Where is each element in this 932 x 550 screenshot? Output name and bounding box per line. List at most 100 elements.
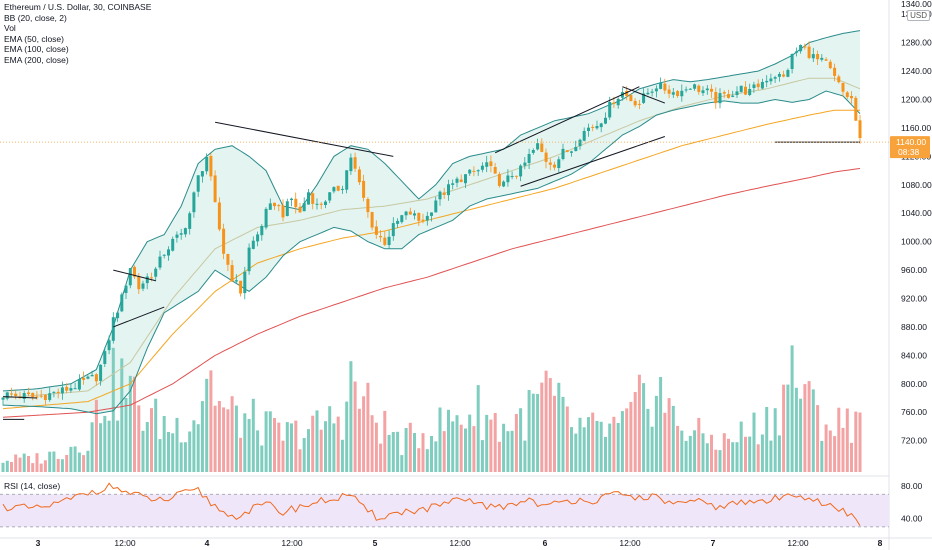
volume-bar [264, 411, 268, 472]
candle-body [120, 294, 124, 312]
volume-bar [379, 443, 383, 472]
volume-bar [154, 398, 158, 472]
volume-bar [697, 417, 701, 472]
volume-bar [374, 422, 378, 472]
volume-bar [400, 455, 404, 472]
candle-body [671, 92, 675, 95]
candle-body [22, 393, 26, 399]
time-tick-label: 8 [878, 538, 883, 548]
time-tick-label: 12:00 [619, 538, 641, 548]
volume-bar [599, 421, 603, 472]
volume-bar [408, 422, 412, 472]
candle-body [786, 70, 790, 77]
candle-body [90, 375, 94, 377]
volume-bar [362, 396, 366, 472]
trendline [215, 121, 394, 157]
volume-bar [200, 401, 204, 472]
volume-bar [60, 459, 64, 472]
volume-bar [345, 401, 349, 472]
volume-bar [514, 414, 518, 472]
volume-bar [328, 406, 332, 472]
candle-body [523, 162, 527, 166]
candle-body [374, 226, 378, 235]
candle-body [451, 183, 455, 185]
candle-body [336, 185, 340, 191]
volume-bar [141, 430, 145, 472]
currency-button[interactable]: USD [907, 10, 930, 21]
price-tick-label: 1160.00 [901, 123, 931, 133]
volume-bar [608, 423, 612, 472]
bollinger-fill [3, 30, 860, 414]
candle-body [578, 139, 582, 147]
volume-bar [765, 407, 769, 472]
volume-bar [773, 408, 777, 472]
price-tick-label: 920.00 [901, 294, 927, 304]
candle-body [612, 102, 616, 104]
symbol-title: Ethereum / U.S. Dollar, 30, COINBASE [4, 2, 152, 12]
volume-bar [222, 407, 226, 472]
volume-bar [234, 405, 238, 472]
candle-body [557, 159, 561, 168]
candle-body [5, 392, 9, 399]
trendline [113, 269, 156, 282]
volume-bar [497, 441, 501, 472]
volume-bar [650, 426, 654, 472]
volume-bar [73, 446, 77, 472]
volume-bar [175, 417, 179, 472]
candle-body [357, 169, 361, 183]
candle-body [480, 165, 484, 170]
volume-bar [688, 435, 692, 472]
volume-bar [824, 424, 828, 472]
volume-bar [663, 412, 667, 472]
candle-body [94, 374, 98, 382]
volume-bar [65, 455, 69, 472]
candle-body [599, 123, 603, 128]
candle-body [807, 46, 811, 58]
candle-body [472, 170, 476, 172]
volume-bar [383, 410, 387, 472]
volume-bar [464, 428, 467, 472]
candle-body [150, 277, 153, 279]
trendline [622, 86, 666, 104]
candle-body [540, 143, 544, 152]
candle-body [332, 187, 336, 192]
candle-body [510, 176, 514, 177]
candle-body [82, 377, 86, 380]
candle-body [773, 77, 777, 79]
price-tick-label: 880.00 [901, 322, 927, 332]
volume-bar [807, 381, 811, 472]
volume-bar [455, 415, 459, 472]
candle-body [379, 236, 383, 238]
volume-bar [413, 433, 416, 472]
volume-bar [315, 410, 319, 472]
volume-bar [480, 440, 484, 472]
candle-body [60, 387, 64, 394]
volume-bar [769, 440, 773, 472]
volume-bar [430, 436, 433, 472]
candle-body [383, 237, 387, 245]
volume-bar [667, 398, 671, 472]
candle-body [328, 192, 332, 201]
volume-bar [701, 433, 705, 472]
volume-bar [756, 444, 760, 472]
volume-bar [145, 422, 149, 472]
volume-bar [69, 446, 73, 472]
candle-body [128, 268, 132, 286]
candle-body [400, 215, 404, 223]
candle-body [833, 67, 837, 76]
candle-body [731, 95, 735, 97]
candle-body [77, 379, 81, 390]
candle-body [765, 80, 769, 83]
volume-bar [527, 390, 531, 472]
volume-bar [612, 416, 616, 472]
candle-body [391, 223, 395, 237]
candle-body [760, 82, 764, 89]
candle-body [99, 364, 103, 381]
price-tick-label: 800.00 [901, 379, 927, 389]
volume-bar [447, 409, 450, 472]
volume-bar [86, 450, 90, 472]
volume-bar [803, 384, 807, 472]
candle-body [307, 192, 310, 205]
candle-body [519, 165, 523, 177]
